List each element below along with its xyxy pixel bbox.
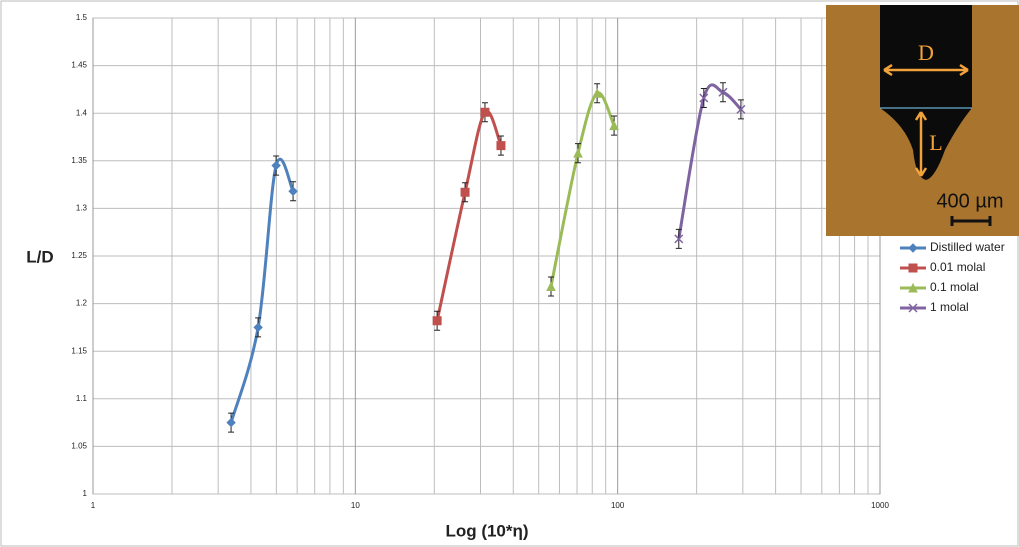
marker — [908, 303, 918, 313]
marker — [736, 104, 746, 114]
y-tick-label: 1.1 — [76, 394, 88, 403]
marker — [609, 120, 619, 131]
y-tick-label: 1.4 — [76, 108, 88, 117]
inset-width-arrow — [883, 63, 969, 77]
marker — [573, 148, 583, 158]
y-tick-label: 1.15 — [71, 346, 87, 355]
marker — [699, 93, 709, 103]
series-line — [229, 157, 295, 424]
y-tick-label: 1.35 — [71, 156, 87, 165]
y-tick-label: 1 — [83, 489, 88, 498]
y-tick-label: 1.05 — [71, 442, 87, 451]
y-tick-label: 1.25 — [71, 251, 87, 260]
marker — [432, 316, 442, 326]
x-tick-label: 100 — [611, 501, 625, 510]
x-tick-label: 1000 — [871, 501, 889, 510]
marker — [271, 160, 281, 171]
y-tick-label: 1.2 — [76, 299, 88, 308]
marker — [674, 234, 684, 244]
inset-scale-label: 400 µm — [936, 190, 1003, 212]
marker — [908, 243, 918, 253]
marker — [908, 263, 918, 273]
inset-width-label: D — [918, 40, 934, 65]
inset-tip — [880, 5, 972, 180]
x-tick-label: 10 — [351, 501, 360, 510]
legend-label: Distilled water — [930, 240, 1005, 254]
marker — [592, 88, 602, 98]
legend-label: 0.1 molal — [930, 280, 979, 294]
inset-length-label: L — [929, 130, 942, 155]
inset-photo: D L 400 µm — [826, 5, 1019, 236]
inset-scale-bar — [950, 216, 992, 226]
marker — [496, 141, 506, 151]
series-line — [677, 83, 743, 240]
series-line — [435, 109, 503, 322]
marker — [226, 417, 236, 428]
marker — [253, 322, 263, 333]
series-line — [549, 91, 616, 287]
marker — [480, 107, 490, 117]
legend-label: 1 molal — [930, 300, 969, 314]
marker — [288, 186, 298, 196]
legend-label: 0.01 molal — [930, 260, 985, 274]
x-tick-label: 1 — [91, 501, 96, 510]
y-tick-label: 1.45 — [71, 61, 87, 70]
marker — [718, 87, 728, 97]
marker — [908, 282, 918, 293]
inset-length-arrow — [914, 111, 928, 177]
x-axis-label: Log (10*η) — [445, 521, 528, 540]
marker — [546, 281, 556, 291]
y-tick-label: 1.5 — [76, 13, 88, 22]
y-tick-label: 1.3 — [76, 204, 88, 213]
marker — [460, 187, 470, 197]
y-axis-label: L/D — [26, 247, 53, 266]
